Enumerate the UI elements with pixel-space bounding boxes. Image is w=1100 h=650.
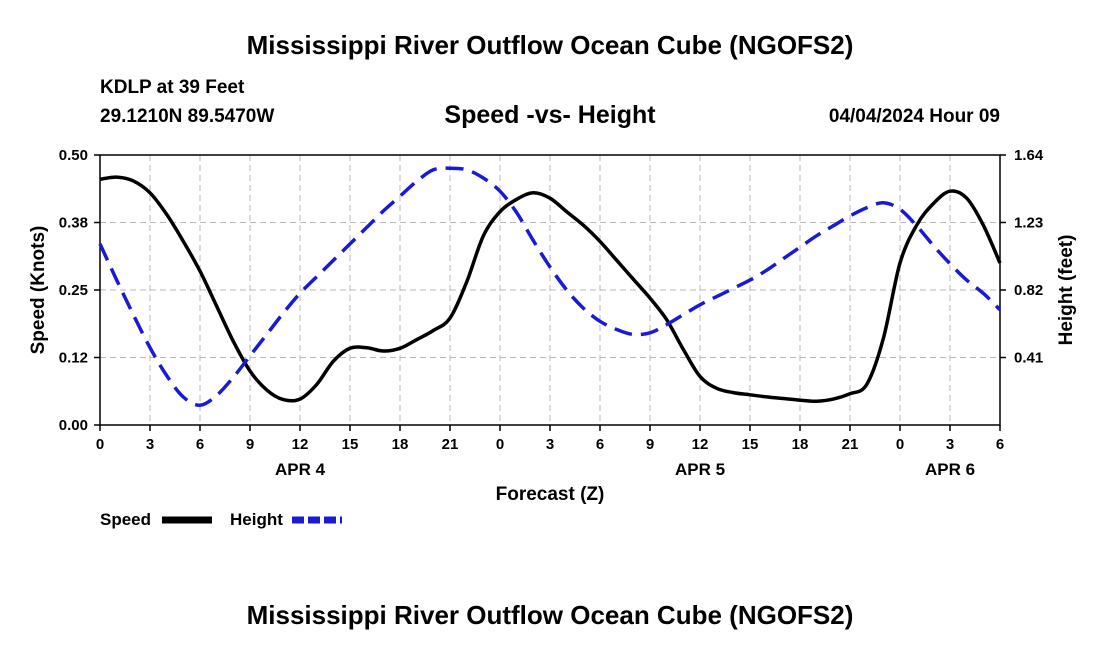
x-tick-label: 0 bbox=[96, 436, 104, 453]
y2-tick-label: 1.64 bbox=[1014, 147, 1044, 164]
y-tick-label: 0.00 bbox=[59, 417, 88, 434]
x-tick-label: 18 bbox=[792, 436, 809, 453]
x-tick-label: 3 bbox=[146, 436, 154, 453]
x-tick-label: 15 bbox=[742, 436, 759, 453]
x-tick-label: 21 bbox=[842, 436, 859, 453]
x-tick-label: 12 bbox=[292, 436, 309, 453]
series-line-speed bbox=[99, 175, 1002, 403]
x-tick-label: 15 bbox=[342, 436, 359, 453]
y-tick-label: 0.12 bbox=[59, 350, 88, 367]
x-axis-label: Forecast (Z) bbox=[496, 484, 605, 505]
y2-axis-label: Height (feet) bbox=[1056, 235, 1077, 346]
y-axis-label: Speed (Knots) bbox=[28, 226, 49, 355]
series-layer bbox=[98, 166, 1002, 407]
x-tick-label: 3 bbox=[546, 436, 554, 453]
x-tick-label: 21 bbox=[442, 436, 459, 453]
x-tick-label: 3 bbox=[946, 436, 954, 453]
legend-label-speed: Speed bbox=[100, 510, 151, 529]
x-tick-label: 6 bbox=[996, 436, 1004, 453]
date-label: APR 4 bbox=[275, 460, 326, 479]
axes: 0 3 6 9 12 15 18 21 0 3 6 9 12 15 18 21 0 3 6 0.00 0.12 0.25 0… bbox=[59, 147, 1044, 479]
y2-tick-label: 0.82 bbox=[1014, 282, 1043, 299]
forecast-datetime: 04/04/2024 Hour 09 bbox=[828, 106, 1000, 127]
y-tick-label: 0.50 bbox=[59, 147, 88, 164]
station-coordinates: 29.1210N 89.5470W bbox=[100, 106, 275, 127]
station-label: KDLP at 39 Feet bbox=[100, 77, 245, 98]
x-tick-label: 0 bbox=[496, 436, 504, 453]
x-tick-label: 9 bbox=[646, 436, 654, 453]
y-tick-label: 0.25 bbox=[59, 282, 88, 299]
date-label: APR 5 bbox=[675, 460, 725, 479]
chart-subtitle: Speed -vs- Height bbox=[444, 101, 656, 129]
x-tick-label: 12 bbox=[692, 436, 709, 453]
x-tick-label: 9 bbox=[246, 436, 254, 453]
legend: Speed Height bbox=[100, 510, 342, 529]
legend-label-height: Height bbox=[230, 510, 283, 529]
footer-title: Mississippi River Outflow Ocean Cube (NG… bbox=[246, 600, 854, 630]
y2-tick-label: 1.23 bbox=[1014, 215, 1043, 232]
y2-tick-label: 0.41 bbox=[1014, 350, 1043, 367]
grid bbox=[100, 154, 1000, 425]
series-line-height bbox=[98, 166, 1002, 407]
x-tick-label: 6 bbox=[596, 436, 604, 453]
y-tick-label: 0.38 bbox=[59, 215, 88, 232]
chart-title: Mississippi River Outflow Ocean Cube (NG… bbox=[246, 30, 854, 60]
x-tick-label: 6 bbox=[196, 436, 204, 453]
x-tick-label: 0 bbox=[896, 436, 904, 453]
date-label: APR 6 bbox=[925, 460, 975, 479]
x-tick-label: 18 bbox=[392, 436, 409, 453]
